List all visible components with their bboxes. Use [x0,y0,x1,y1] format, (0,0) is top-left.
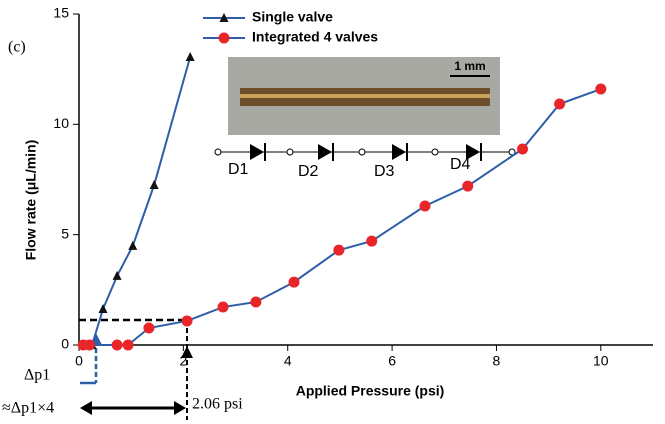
marker [98,304,108,314]
y-tick-label: 10 [53,115,69,131]
panel-label: (c) [8,39,26,56]
inset: 1 mm D1 D2 D3 D4 [214,57,516,180]
x-tick-label: 8 [493,353,501,369]
annotation: Δp1 [24,367,50,384]
diode-node [431,148,439,156]
diode-label: D2 [298,163,319,180]
legend-label: Single valve [252,9,333,25]
inset-tube-highlight [240,94,490,98]
diode-symbol [466,144,480,160]
marker [111,339,123,351]
marker [333,244,345,256]
x-tick-label: 6 [388,353,396,369]
marker [83,339,95,351]
scale-label: 1 mm [454,59,485,73]
legend-label: Integrated 4 valves [252,29,378,45]
annotation: ≈Δp1×4 [2,400,54,417]
marker [181,315,193,327]
y-tick-label: 15 [53,5,69,21]
series [87,52,195,349]
marker [112,270,122,280]
diode-label: D3 [374,163,395,180]
marker [149,180,159,190]
marker [288,276,300,288]
arrow-head [181,346,193,358]
marker [217,301,229,313]
y-tick-label: 5 [61,225,69,241]
diodes: D1 D2 D3 D4 [214,143,516,180]
y-tick-label: 0 [61,336,69,352]
marker [250,296,262,308]
diode-label: D1 [228,161,249,178]
series [77,83,607,351]
annotation: 2.06 psi [192,396,243,413]
x-tick-label: 2 [179,353,187,369]
marker [128,240,138,250]
x-axis-label: Applied Pressure (psi) [296,383,445,399]
diode-label: D4 [450,156,471,173]
x-tick-label: 10 [593,353,609,369]
x-tick-label: 4 [284,353,292,369]
marker [122,339,134,351]
marker [595,83,607,95]
y-axis-label: Flow rate (μL/min) [23,140,39,261]
series-line [91,56,192,346]
annotations: Δp1 ≈Δp1×4 2.06 psi [2,318,243,420]
marker [554,98,566,110]
diode-node [214,148,222,156]
marker [366,235,378,247]
legend-marker [219,13,229,22]
x-tick-label: 0 [75,353,83,369]
marker [419,200,431,212]
diode-node [358,148,366,156]
marker [462,180,474,192]
arrow-head [80,401,92,415]
marker [185,52,195,62]
arrow-head [174,401,186,415]
legend-marker [218,32,230,44]
diode-symbol [392,144,406,160]
diode-node [286,148,294,156]
marker [143,322,155,334]
diode-symbol [250,144,264,160]
diode-symbol [318,144,332,160]
marker [517,143,529,155]
